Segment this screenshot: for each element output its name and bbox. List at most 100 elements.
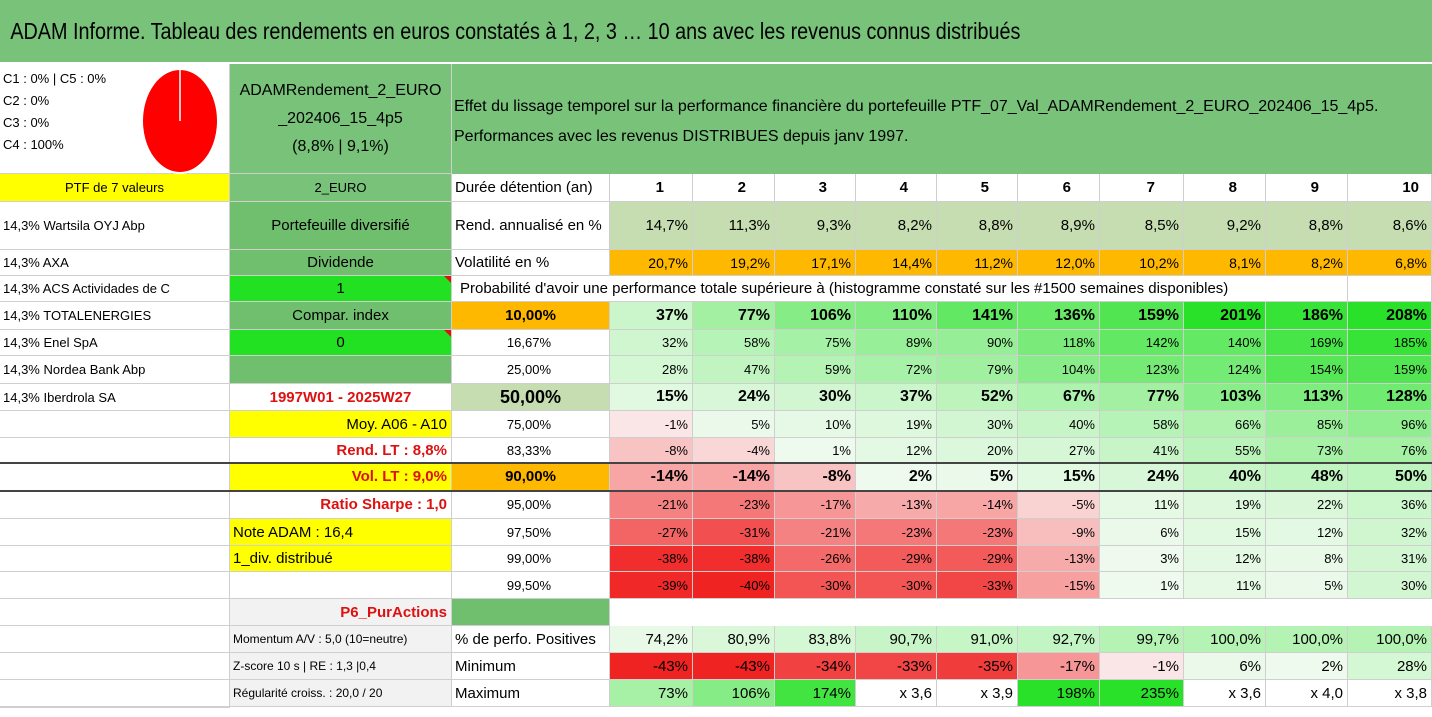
proba-level[interactable]: 25,00%: [452, 356, 610, 384]
proba-value[interactable]: -14%: [693, 463, 775, 491]
maximum-value[interactable]: x 3,6: [1184, 680, 1266, 707]
minimum-value[interactable]: 6%: [1184, 653, 1266, 680]
vol-value[interactable]: 19,2%: [693, 250, 775, 276]
proba-value[interactable]: 124%: [1184, 356, 1266, 384]
vol-lt-label[interactable]: Vol. LT : 9,0%: [230, 463, 452, 491]
proba-value[interactable]: -23%: [937, 519, 1018, 546]
holding-row[interactable]: 14,3% Iberdrola SA: [0, 384, 230, 411]
dividend-value[interactable]: 1: [230, 276, 452, 302]
proba-value[interactable]: -39%: [610, 572, 693, 599]
proba-value[interactable]: -40%: [693, 572, 775, 599]
proba-value[interactable]: 79%: [937, 356, 1018, 384]
year-header[interactable]: 7: [1100, 174, 1184, 202]
proba-value[interactable]: 37%: [856, 384, 937, 411]
proba-value[interactable]: -13%: [856, 491, 937, 519]
dividend-distrib-label[interactable]: 1_div. distribué: [230, 546, 452, 572]
vol-label[interactable]: Volatilité en %: [452, 250, 610, 276]
year-header[interactable]: 6: [1018, 174, 1100, 202]
proba-value[interactable]: -38%: [693, 546, 775, 572]
proba-value[interactable]: 8%: [1266, 546, 1348, 572]
proba-value[interactable]: 208%: [1348, 302, 1432, 330]
minimum-value[interactable]: -33%: [856, 653, 937, 680]
proba-value[interactable]: 73%: [1266, 438, 1348, 463]
rend-value[interactable]: 8,6%: [1348, 202, 1432, 250]
minimum-value[interactable]: 2%: [1266, 653, 1348, 680]
proba-value[interactable]: 75%: [775, 330, 856, 356]
maximum-value[interactable]: 198%: [1018, 680, 1100, 707]
proba-value[interactable]: 118%: [1018, 330, 1100, 356]
proba-value[interactable]: 36%: [1348, 491, 1432, 519]
holding-row[interactable]: 14,3% AXA: [0, 250, 230, 276]
proba-value[interactable]: 85%: [1266, 411, 1348, 438]
regularite-label[interactable]: Régularité croiss. : 20,0 / 20: [230, 680, 452, 707]
proba-value[interactable]: -31%: [693, 519, 775, 546]
proba-value[interactable]: 12%: [856, 438, 937, 463]
rend-value[interactable]: 14,7%: [610, 202, 693, 250]
proba-value[interactable]: 30%: [1348, 572, 1432, 599]
minimum-value[interactable]: 28%: [1348, 653, 1432, 680]
vol-value[interactable]: 20,7%: [610, 250, 693, 276]
proba-value[interactable]: -4%: [693, 438, 775, 463]
vol-value[interactable]: 6,8%: [1348, 250, 1432, 276]
proba-value[interactable]: -29%: [856, 546, 937, 572]
vol-value[interactable]: 12,0%: [1018, 250, 1100, 276]
empty-cell[interactable]: [0, 680, 230, 707]
empty-cell[interactable]: [452, 599, 610, 626]
duration-label[interactable]: Durée détention (an): [452, 174, 610, 202]
proba-value[interactable]: 20%: [937, 438, 1018, 463]
proba-value[interactable]: 37%: [610, 302, 693, 330]
proba-value[interactable]: 141%: [937, 302, 1018, 330]
proba-value[interactable]: 185%: [1348, 330, 1432, 356]
proba-value[interactable]: 110%: [856, 302, 937, 330]
minimum-label[interactable]: Minimum: [452, 653, 610, 680]
proba-value[interactable]: 104%: [1018, 356, 1100, 384]
maximum-value[interactable]: x 4,0: [1266, 680, 1348, 707]
proba-value[interactable]: -5%: [1018, 491, 1100, 519]
vol-value[interactable]: 8,2%: [1266, 250, 1348, 276]
proba-value[interactable]: 5%: [693, 411, 775, 438]
holding-row[interactable]: 14,3% ACS Actividades de C: [0, 276, 230, 302]
proba-value[interactable]: 31%: [1348, 546, 1432, 572]
proba-level[interactable]: 90,00%: [452, 463, 610, 491]
year-header[interactable]: 8: [1184, 174, 1266, 202]
year-header[interactable]: 9: [1266, 174, 1348, 202]
proba-value[interactable]: -8%: [775, 463, 856, 491]
year-header[interactable]: 2: [693, 174, 775, 202]
proba-level[interactable]: 16,67%: [452, 330, 610, 356]
proba-value[interactable]: 67%: [1018, 384, 1100, 411]
zscore-label[interactable]: Z-score 10 s | RE : 1,3 |0,4: [230, 653, 452, 680]
vol-value[interactable]: 14,4%: [856, 250, 937, 276]
ptf-header[interactable]: PTF de 7 valeurs: [0, 174, 230, 202]
proba-value[interactable]: 140%: [1184, 330, 1266, 356]
dividend-label[interactable]: Dividende: [230, 250, 452, 276]
empty-cell[interactable]: [230, 356, 452, 384]
minimum-value[interactable]: -34%: [775, 653, 856, 680]
period-label[interactable]: 1997W01 - 2025W27: [230, 384, 452, 411]
positives-value[interactable]: 100,0%: [1348, 626, 1432, 653]
proba-value[interactable]: 28%: [610, 356, 693, 384]
rend-value[interactable]: 8,9%: [1018, 202, 1100, 250]
moy-label[interactable]: Moy. A06 - A10: [230, 411, 452, 438]
empty-cell[interactable]: [0, 546, 230, 572]
proba-value[interactable]: 201%: [1184, 302, 1266, 330]
proba-level[interactable]: 99,00%: [452, 546, 610, 572]
proba-value[interactable]: 77%: [1100, 384, 1184, 411]
proba-value[interactable]: 66%: [1184, 411, 1266, 438]
sharpe-label[interactable]: Ratio Sharpe : 1,0: [230, 491, 452, 519]
proba-value[interactable]: -23%: [856, 519, 937, 546]
proba-value[interactable]: -30%: [775, 572, 856, 599]
proba-value[interactable]: 5%: [1266, 572, 1348, 599]
proba-value[interactable]: -17%: [775, 491, 856, 519]
empty-cell[interactable]: [0, 491, 230, 519]
empty-cell[interactable]: [0, 519, 230, 546]
empty-cell[interactable]: [0, 463, 230, 491]
proba-value[interactable]: 10%: [775, 411, 856, 438]
proba-value[interactable]: 59%: [775, 356, 856, 384]
proba-value[interactable]: -26%: [775, 546, 856, 572]
proba-value[interactable]: 48%: [1266, 463, 1348, 491]
proba-value[interactable]: 24%: [693, 384, 775, 411]
proba-value[interactable]: 19%: [856, 411, 937, 438]
proba-value[interactable]: -8%: [610, 438, 693, 463]
rend-value[interactable]: 11,3%: [693, 202, 775, 250]
proba-value[interactable]: -29%: [937, 546, 1018, 572]
